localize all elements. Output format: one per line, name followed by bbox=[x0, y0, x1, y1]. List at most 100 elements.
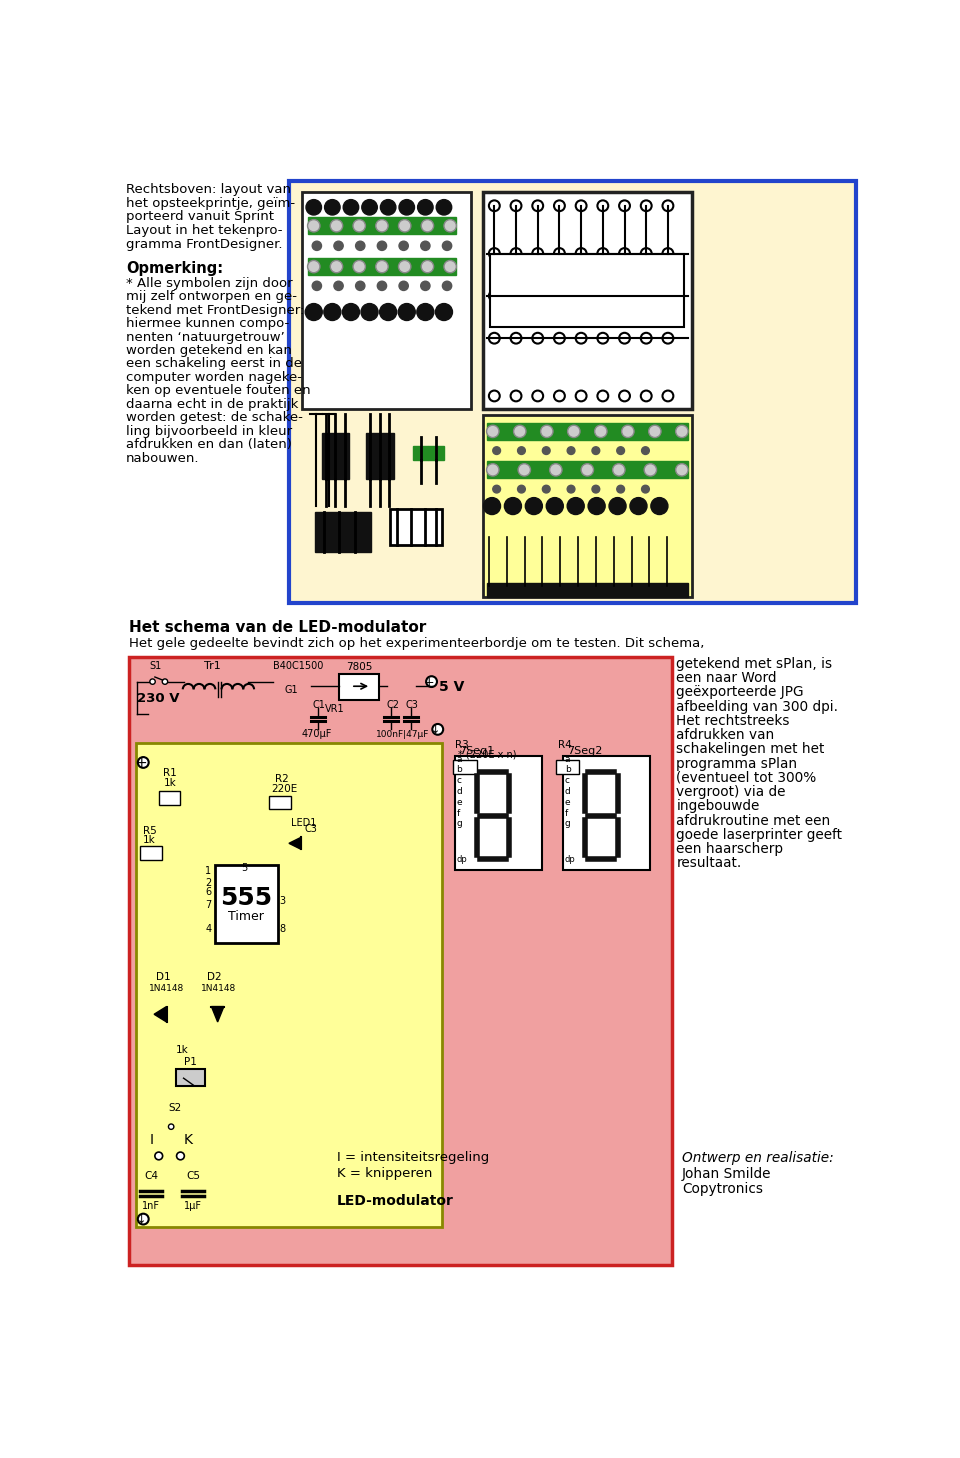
Circle shape bbox=[489, 391, 500, 401]
Text: Johan Smilde: Johan Smilde bbox=[682, 1166, 772, 1181]
Circle shape bbox=[641, 290, 652, 302]
Circle shape bbox=[517, 486, 525, 493]
Text: R2: R2 bbox=[275, 774, 289, 784]
Text: C1: C1 bbox=[312, 700, 325, 710]
Text: g: g bbox=[564, 819, 570, 828]
Text: S1: S1 bbox=[150, 662, 161, 671]
Circle shape bbox=[576, 391, 587, 401]
Text: d: d bbox=[456, 787, 462, 796]
Circle shape bbox=[641, 200, 652, 211]
FancyBboxPatch shape bbox=[302, 192, 471, 410]
Circle shape bbox=[597, 332, 609, 344]
Text: vergroot) via de: vergroot) via de bbox=[677, 786, 786, 799]
Text: goede laserprinter geeft: goede laserprinter geeft bbox=[677, 828, 843, 841]
Circle shape bbox=[525, 497, 542, 515]
Circle shape bbox=[532, 391, 543, 401]
Circle shape bbox=[380, 200, 396, 214]
Bar bbox=[322, 433, 349, 480]
Circle shape bbox=[432, 725, 444, 735]
Circle shape bbox=[306, 200, 322, 214]
Circle shape bbox=[644, 464, 657, 475]
Text: 1N4148: 1N4148 bbox=[150, 984, 184, 993]
Circle shape bbox=[312, 241, 322, 251]
Text: tekend met FrontDesigner:: tekend met FrontDesigner: bbox=[126, 303, 304, 316]
Text: worden getest: de schake-: worden getest: de schake- bbox=[126, 411, 303, 424]
Circle shape bbox=[138, 757, 149, 768]
Circle shape bbox=[576, 290, 587, 302]
Circle shape bbox=[421, 261, 434, 273]
Circle shape bbox=[619, 332, 630, 344]
Bar bbox=[158, 790, 180, 805]
Text: 8: 8 bbox=[279, 924, 286, 935]
Text: +: + bbox=[135, 757, 147, 770]
Circle shape bbox=[377, 281, 387, 290]
Text: LED1: LED1 bbox=[291, 818, 316, 828]
Circle shape bbox=[567, 486, 575, 493]
Circle shape bbox=[616, 446, 625, 455]
Circle shape bbox=[150, 679, 156, 684]
Circle shape bbox=[324, 200, 340, 214]
Bar bbox=[491, 254, 684, 327]
Circle shape bbox=[399, 281, 408, 290]
Circle shape bbox=[619, 290, 630, 302]
Text: C2: C2 bbox=[387, 700, 399, 710]
Text: 555: 555 bbox=[220, 886, 273, 910]
Text: Het schema van de LED-modulator: Het schema van de LED-modulator bbox=[130, 620, 426, 636]
Text: a: a bbox=[564, 755, 570, 764]
Text: d: d bbox=[564, 787, 570, 796]
Text: 100nF|47μF: 100nF|47μF bbox=[375, 730, 429, 739]
Circle shape bbox=[324, 303, 341, 321]
Circle shape bbox=[353, 261, 366, 273]
Circle shape bbox=[398, 220, 411, 232]
Text: 230 V: 230 V bbox=[137, 693, 180, 706]
Circle shape bbox=[330, 261, 343, 273]
Circle shape bbox=[379, 303, 396, 321]
Text: c: c bbox=[564, 776, 570, 786]
Circle shape bbox=[532, 290, 543, 302]
Circle shape bbox=[597, 391, 609, 401]
Text: 470μF: 470μF bbox=[301, 729, 332, 739]
Text: afdrukken van: afdrukken van bbox=[677, 728, 775, 742]
Text: +: + bbox=[424, 677, 435, 688]
Circle shape bbox=[532, 332, 543, 344]
Bar bbox=[140, 847, 162, 860]
Text: 6: 6 bbox=[205, 886, 211, 897]
Text: 1nF: 1nF bbox=[142, 1201, 159, 1212]
Circle shape bbox=[436, 200, 452, 214]
Circle shape bbox=[487, 426, 499, 437]
Circle shape bbox=[532, 200, 543, 211]
Text: 1: 1 bbox=[205, 866, 211, 876]
Text: D2: D2 bbox=[206, 972, 222, 983]
Circle shape bbox=[597, 200, 609, 211]
Text: 7: 7 bbox=[205, 900, 211, 910]
Circle shape bbox=[377, 241, 387, 251]
Circle shape bbox=[517, 446, 525, 455]
Circle shape bbox=[641, 486, 649, 493]
Text: 3: 3 bbox=[279, 897, 286, 907]
Circle shape bbox=[168, 1124, 174, 1130]
Text: 1k: 1k bbox=[163, 777, 176, 787]
Circle shape bbox=[484, 497, 500, 515]
Text: resultaat.: resultaat. bbox=[677, 856, 742, 870]
Text: 5: 5 bbox=[242, 863, 248, 873]
Circle shape bbox=[676, 426, 688, 437]
Circle shape bbox=[417, 303, 434, 321]
Text: porteerd vanuit Sprint: porteerd vanuit Sprint bbox=[126, 210, 275, 223]
Text: * (220E x n): * (220E x n) bbox=[458, 749, 516, 760]
Text: S2: S2 bbox=[168, 1104, 181, 1114]
Text: Ontwerp en realisatie:: Ontwerp en realisatie: bbox=[682, 1152, 833, 1165]
Bar bbox=[487, 461, 688, 478]
Circle shape bbox=[444, 220, 456, 232]
Text: Copytronics: Copytronics bbox=[682, 1182, 763, 1196]
Circle shape bbox=[518, 464, 531, 475]
Circle shape bbox=[641, 391, 652, 401]
Bar bbox=[214, 865, 278, 943]
Text: a: a bbox=[456, 755, 462, 764]
Circle shape bbox=[511, 248, 521, 260]
Circle shape bbox=[576, 248, 587, 260]
Circle shape bbox=[554, 332, 564, 344]
Circle shape bbox=[511, 200, 521, 211]
Circle shape bbox=[619, 200, 630, 211]
Circle shape bbox=[514, 426, 526, 437]
Text: R3: R3 bbox=[455, 739, 468, 749]
